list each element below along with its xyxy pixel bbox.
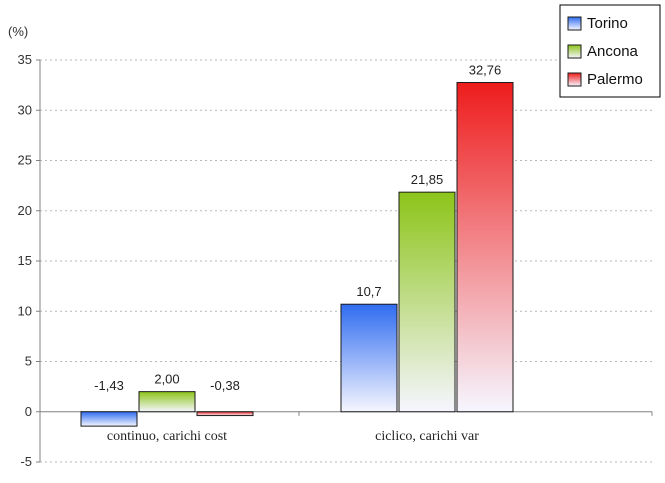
category-labels: continuo, carichi cost ciclico, carichi v…	[107, 429, 479, 444]
category-label: continuo, carichi cost	[107, 429, 227, 444]
data-label: 21,85	[411, 172, 444, 187]
bar-torino	[80, 411, 138, 427]
y-unit-label: (%)	[8, 24, 28, 39]
y-tick-label: 30	[18, 102, 32, 117]
y-tick-label: 35	[18, 52, 32, 67]
bar-palermo	[196, 411, 254, 417]
legend-label-palermo: Palermo	[587, 71, 643, 88]
legend-swatch-ancona	[567, 44, 582, 59]
bar-palermo	[456, 82, 514, 413]
legend-label-torino: Torino	[587, 15, 628, 32]
data-label: -1,43	[94, 378, 124, 393]
data-label: 32,76	[469, 63, 502, 78]
y-tick-label: 0	[25, 404, 32, 419]
legend-swatch-torino	[567, 16, 582, 31]
bar-ancona	[398, 191, 456, 413]
y-tick-label: -5	[20, 454, 32, 469]
y-tick-label: 15	[18, 253, 32, 268]
data-label: 10,7	[356, 284, 381, 299]
category-label: ciclico, carichi var	[375, 429, 479, 444]
y-tick-label: 25	[18, 153, 32, 168]
y-tick-label: 20	[18, 203, 32, 218]
data-label: -0,38	[210, 378, 240, 393]
bar-ancona	[138, 391, 196, 413]
legend-label-ancona: Ancona	[587, 43, 639, 60]
y-tick-label: 10	[18, 303, 32, 318]
y-tick-label: 5	[25, 354, 32, 369]
legend: Torino Ancona Palermo	[559, 4, 661, 98]
bars	[80, 82, 514, 427]
data-label: 2,00	[154, 372, 179, 387]
bar-torino	[340, 303, 398, 413]
legend-swatch-palermo	[567, 72, 582, 87]
data-labels: -1,43 2,00 -0,38 10,7 21,85 32,76	[94, 63, 501, 393]
